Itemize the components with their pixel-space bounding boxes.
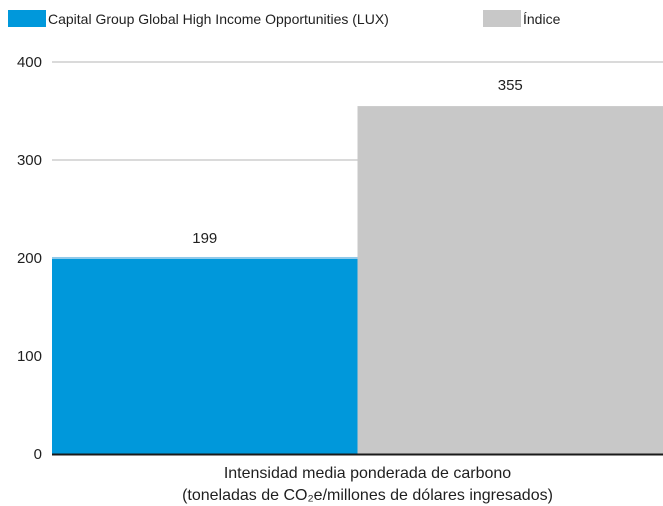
- value-label-index: 355: [498, 77, 523, 94]
- bar-fund: [52, 258, 358, 454]
- bar-index: [357, 106, 663, 454]
- legend-label-fund: Capital Group Global High Income Opportu…: [48, 11, 389, 27]
- value-label-fund: 199: [192, 230, 217, 247]
- y-axis: 0 100 200 300 400: [17, 54, 42, 463]
- x-category-label-line-2: (toneladas de CO₂e/millones de dólares i…: [182, 487, 553, 504]
- bar-fund-edge: [52, 256, 358, 259]
- value-labels: 199 355: [192, 77, 523, 247]
- legend-label-index: Índice: [523, 11, 561, 27]
- y-tick-label: 100: [17, 348, 42, 365]
- y-tick-label: 200: [17, 250, 42, 267]
- x-axis: Intensidad media ponderada de carbono (to…: [52, 453, 663, 504]
- x-category-label-line-1: Intensidad media ponderada de carbono: [224, 465, 511, 482]
- y-tick-label: 400: [17, 54, 42, 71]
- chart-legend: Capital Group Global High Income Opportu…: [8, 10, 561, 27]
- legend-swatch-fund: [8, 10, 46, 27]
- y-tick-label: 0: [34, 446, 42, 463]
- y-tick-label: 300: [17, 152, 42, 169]
- bars: [52, 106, 663, 454]
- legend-swatch-index: [483, 10, 521, 27]
